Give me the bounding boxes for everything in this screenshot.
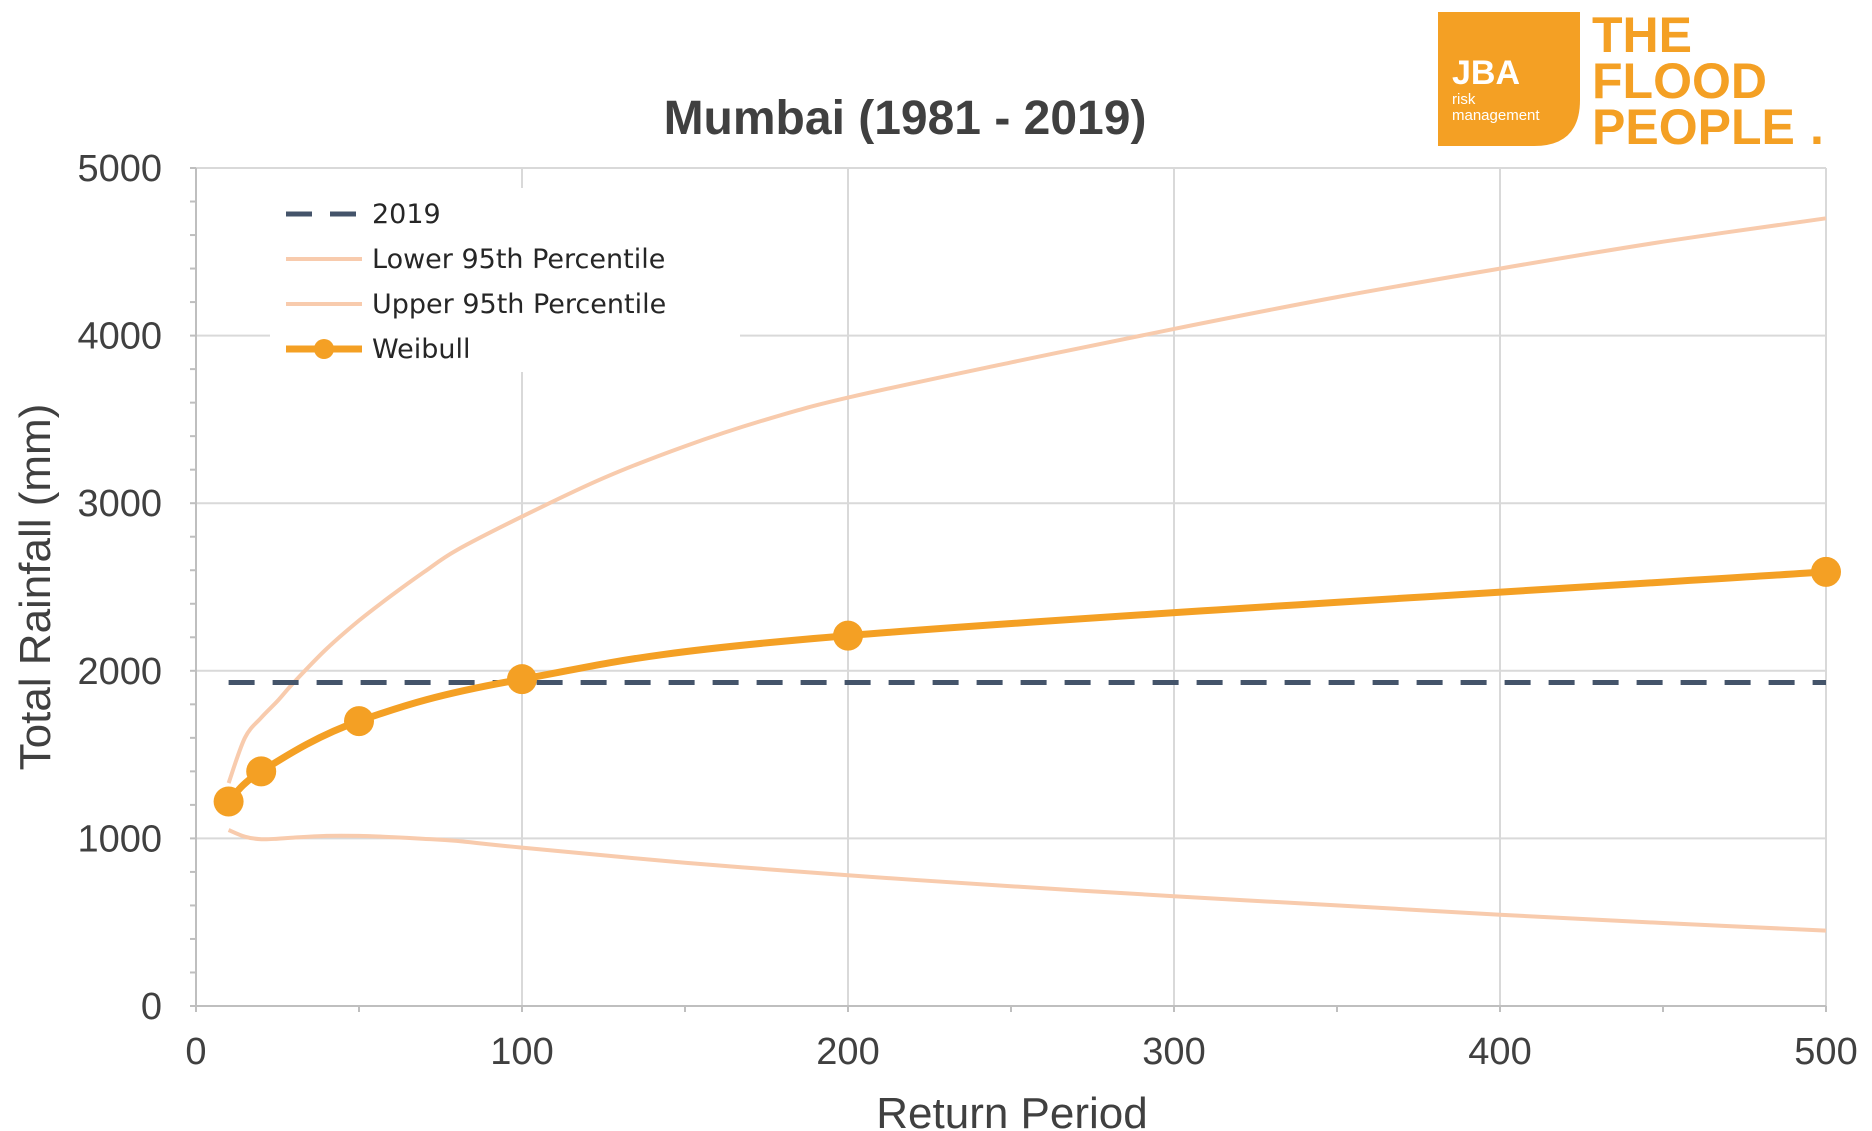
y-tick-label: 0 <box>141 986 162 1028</box>
series-line-lower-95th-percentile <box>227 828 1827 933</box>
legend-label-upper-95th-percentile: Upper 95th Percentile <box>372 289 666 320</box>
legend-label-2019: 2019 <box>372 199 441 230</box>
x-tick-label: 300 <box>1142 1031 1205 1073</box>
legend: 2019 Lower 95th Percentile Upper 95th Perc… <box>270 188 740 372</box>
x-tick-label: 500 <box>1794 1031 1857 1073</box>
y-tick-label: 1000 <box>77 818 162 860</box>
x-tick-label: 200 <box>816 1031 879 1073</box>
legend-label-lower-95th-percentile: Lower 95th Percentile <box>372 244 665 275</box>
series-line-weibull <box>226 568 1827 805</box>
jba-badge <box>1438 12 1580 146</box>
y-axis-title: Total Rainfall (mm) <box>11 404 60 771</box>
y-tick-label: 3000 <box>77 483 162 525</box>
y-tick-label: 5000 <box>77 148 162 190</box>
logo-mark: . <box>1810 99 1824 155</box>
legend-label-weibull: Weibull <box>372 334 470 365</box>
x-tick-label: 0 <box>185 1031 206 1073</box>
series-point-weibull-100 <box>507 664 537 695</box>
x-axis-title: Return Period <box>876 1089 1147 1131</box>
logo-line-flood: FLOOD <box>1592 53 1767 109</box>
jba-logo: JBA risk management THE FLOOD PEOPLE . <box>1438 7 1824 155</box>
y-tick-label: 2000 <box>77 651 162 693</box>
logo-badge-line2: management <box>1452 107 1540 124</box>
axis-layer: 0 1000 2000 3000 4000 5000 0 100 200 300 400 500 <box>77 148 1857 1073</box>
series-layer <box>213 216 1841 933</box>
x-tick-label: 100 <box>490 1031 553 1073</box>
y-tick-label: 4000 <box>77 316 162 358</box>
series-point-weibull-50 <box>344 706 374 737</box>
legend-marker-weibull <box>314 339 334 359</box>
series-point-weibull-200 <box>833 620 863 651</box>
logo-line-the: THE <box>1592 7 1692 63</box>
logo-badge-line1: risk <box>1452 91 1476 108</box>
x-tick-label: 400 <box>1468 1031 1531 1073</box>
series-point-weibull-20 <box>246 756 277 787</box>
legend-background <box>270 188 740 372</box>
logo-badge-text: JBA <box>1452 54 1520 92</box>
series-point-weibull-10 <box>213 786 244 817</box>
chart-title: Mumbai (1981 - 2019) <box>664 92 1147 145</box>
series-point-weibull-500 <box>1811 556 1841 587</box>
logo-line-people: PEOPLE <box>1592 99 1795 155</box>
